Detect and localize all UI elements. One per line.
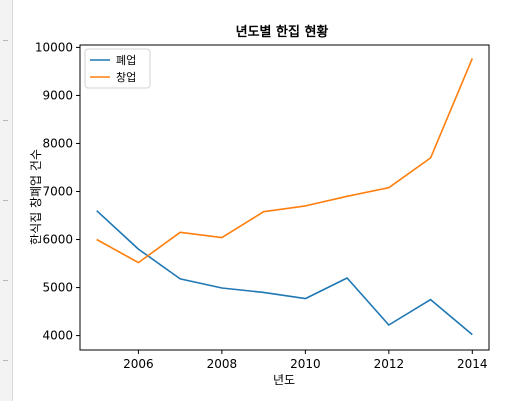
y-tick-label: 9000 [42, 88, 73, 102]
series-group [96, 58, 474, 336]
x-tick-label: 2014 [457, 357, 488, 371]
y-tick-label: 8000 [42, 136, 73, 150]
x-tick-label: 2006 [123, 357, 154, 371]
plot-area [79, 44, 490, 351]
y-tick-label: 7000 [42, 184, 73, 198]
y-tick-label: 10000 [35, 40, 73, 54]
series-line-closures [96, 210, 473, 336]
legend-label: 창업 [116, 71, 136, 84]
y-axis-label: 한식집 창폐업 건수 [29, 149, 43, 245]
x-axis-label: 년도 [273, 373, 295, 387]
y-tick-label: 4000 [42, 329, 73, 343]
y-axis: 4000 5000 6000 7000 8000 9000 10000 [35, 40, 80, 343]
x-axis: 2006 2008 2010 2012 2014 [123, 350, 488, 371]
y-tick-label: 6000 [42, 233, 73, 247]
legend-label: 폐업 [116, 54, 136, 67]
x-tick-label: 2008 [207, 357, 238, 371]
chart-title: 년도별 한집 현황 [236, 24, 329, 40]
x-tick-label: 2012 [374, 357, 405, 371]
left-window-edge [0, 0, 13, 401]
y-tick-label: 5000 [42, 281, 73, 295]
legend-box [84, 48, 151, 89]
x-tick-label: 2010 [290, 357, 321, 371]
series-line-openings [96, 58, 474, 264]
